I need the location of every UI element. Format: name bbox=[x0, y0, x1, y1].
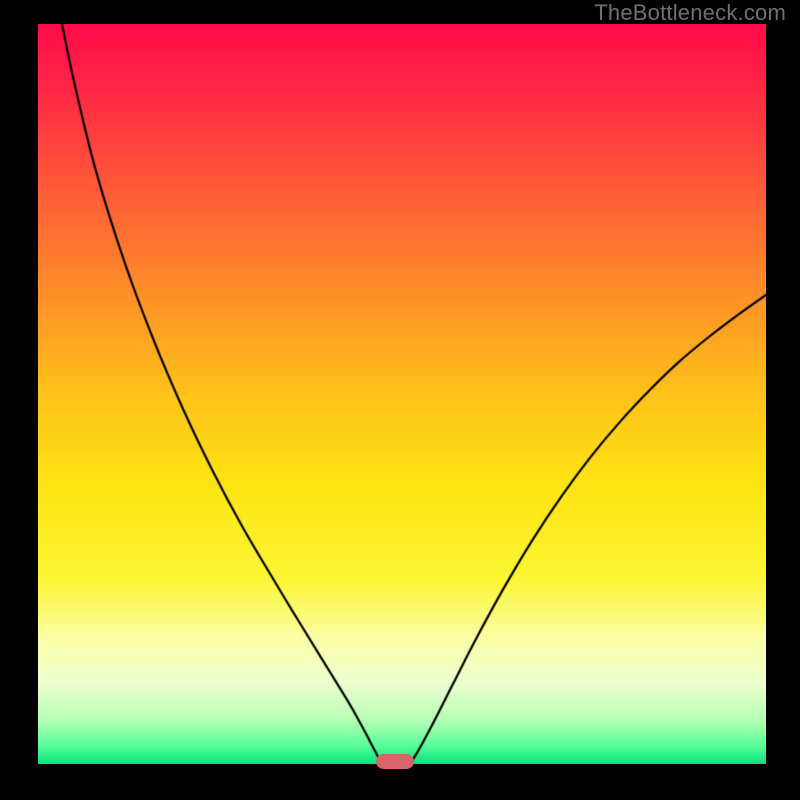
watermark-text: TheBottleneck.com bbox=[594, 0, 786, 26]
bottleneck-marker bbox=[376, 754, 414, 769]
bottleneck-chart bbox=[38, 24, 766, 764]
